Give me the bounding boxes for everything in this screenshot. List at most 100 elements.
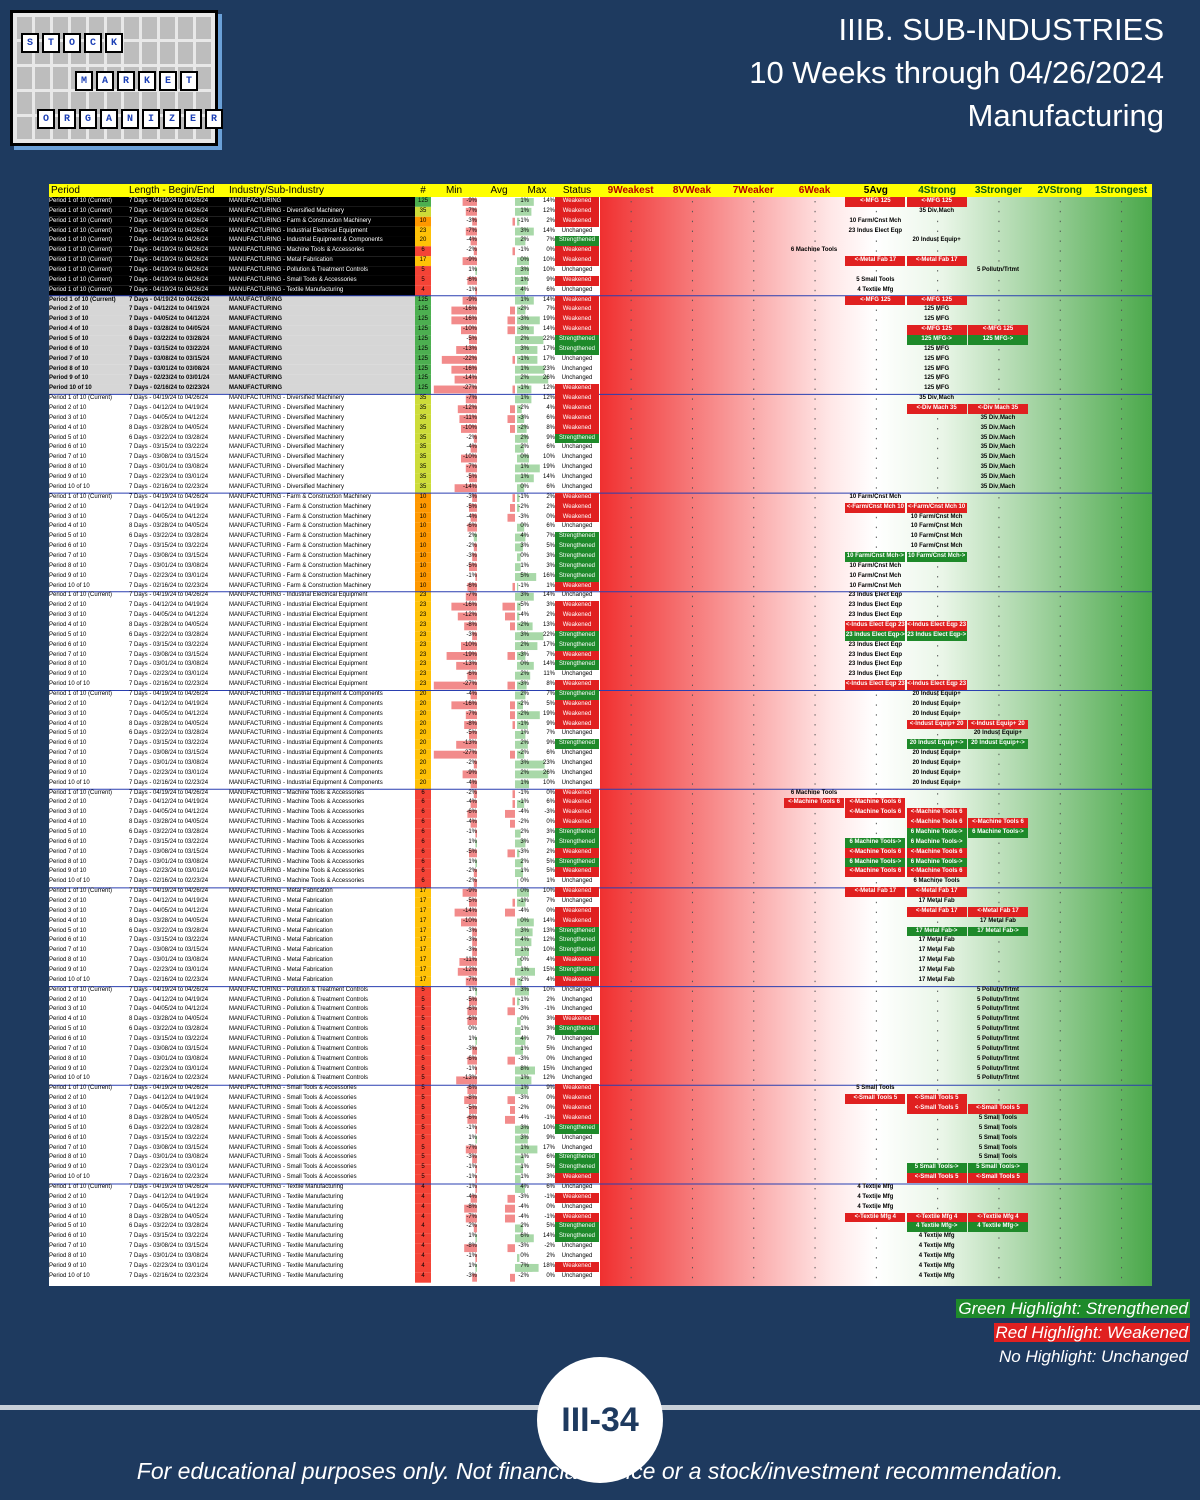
position-label: 10 Farm/Cnst Mch-> [845,551,906,562]
cell-status: Unchanged [561,1243,593,1250]
cell-max: 7% [546,651,555,658]
cell-ind: MANUFACTURING - Small Tools & Accessorie… [229,1085,357,1092]
zone-dot [875,674,877,677]
avg-bar [510,622,515,631]
zone-dot [691,743,693,746]
cell-max: 10% [542,257,555,264]
cell-period: Period 5 of 10 [49,1124,87,1131]
cell-n: 125 [417,336,428,343]
avg-bar [512,721,515,729]
cell-min: -4% [466,444,477,451]
min-bar [462,198,477,206]
position-label: 17 Metal Fab-> [967,926,1029,937]
max-bar [517,415,525,424]
zone-dot [1059,882,1061,884]
cell-max: 15% [542,967,555,974]
cell-period: Period 2 of 10 [49,700,87,707]
count-cell [415,878,431,888]
zone-dot [1059,1000,1061,1002]
logo-tile [160,42,176,64]
cell-period: Period 8 of 10 [49,759,87,766]
min-bar [454,375,477,384]
zone-dot [875,339,877,341]
cell-period: Period 5 of 10 [49,1223,87,1230]
zone-dot [814,526,816,529]
cell-min: -12% [462,612,477,619]
cell-ind: MANUFACTURING - Metal Fabrication [229,907,333,914]
cell-ind: MANUFACTURING [229,375,282,382]
avg-bar [515,967,518,976]
count-cell [415,700,431,711]
cell-ind: MANUFACTURING - Machine Tools & Accessor… [229,838,365,845]
zone-dot [691,625,693,627]
min-bar [472,938,477,947]
cell-n: 35 [419,414,427,421]
cell-status: Weakened [555,798,599,809]
max-bar [517,800,525,808]
cell-period: Period 3 of 10 [49,1006,87,1013]
cell-n: 5 [421,1075,425,1082]
zone-dot [1059,664,1061,667]
zone-dot [814,901,816,904]
logo-letter: A [100,109,118,129]
position-label: <-Machine Tools 6 [906,847,967,858]
position-label: 125 MFG [924,345,950,352]
cell-period: Period 8 of 10 [49,365,89,372]
cell-n: 5 [421,1105,425,1112]
zone-dot [1121,911,1123,914]
cell-status: Strengthened [555,828,599,838]
cell-max: 26% [542,375,555,382]
cell-min: -5% [466,562,477,569]
max-bar [517,938,532,947]
cell-n: 125 [417,316,428,323]
count-cell [415,562,431,573]
cell-n: 4 [421,1213,425,1220]
zone-dot [630,487,632,489]
header-length-begin-end: Length - Begin/End [129,185,215,196]
zone-dot [1059,201,1061,203]
cell-max: 0% [546,1105,555,1112]
zone-dot [1059,418,1061,420]
cell-len: 8 Days - 03/28/24 to 04/05/24 [129,523,209,530]
zone-dot [753,1030,755,1032]
cell-status: Unchanged [561,750,593,757]
position-label: 6 Machine Tools-> [906,828,967,838]
max-bar [517,237,526,246]
cell-len: 7 Days - 04/12/24 to 04/19/24 [129,602,209,609]
zone-dot [998,497,1000,499]
max-bar [517,740,528,749]
zone-dot [875,487,877,489]
zone-dot [691,822,693,825]
cell-period: Period 7 of 10 [49,1045,87,1052]
cell-max: 11% [543,671,555,678]
table-row: Period 6 of 10 7 Days - 03/15/24 to 03/22… [49,344,1152,355]
cell-status: Unchanged [561,1252,593,1259]
zone-dot [937,941,939,943]
zone-dot [630,1118,632,1121]
title-line-3: Manufacturing [967,98,1164,133]
cell-period: Period 4 of 10 [49,917,87,924]
logo-letter: R [117,71,135,91]
zone-dot [998,556,1000,558]
table-row: Period 9 of 10 7 Days - 02/23/24 to 03/01… [49,374,1152,384]
cell-period: Period 8 of 10 [49,464,87,471]
zone-dot [814,250,816,252]
zone-dot [875,980,877,983]
cell-len: 7 Days - 03/01/24 to 03/08/24 [129,858,209,865]
cell-n: 17 [419,937,427,944]
cell-ind: MANUFACTURING - Textile Manufacturing [229,1183,344,1190]
zone-dot [753,1059,755,1062]
zone-dot [814,635,816,637]
cell-ind: MANUFACTURING - Machine Tools & Accessor… [229,789,365,796]
zone-dot [1121,418,1123,420]
cell-len: 7 Days - 03/15/24 to 03/22/24 [129,1036,209,1043]
zone-dot [1059,1039,1061,1042]
cell-n: 20 [419,720,427,727]
cell-len: 7 Days - 02/16/24 to 02/23/24 [129,483,209,490]
cell-status: Weakened [555,256,599,267]
table-row: Period 10 of 10 7 Days - 02/16/24 to 02/2… [49,483,1152,493]
avg-bar [502,602,515,611]
zone-dot [814,506,816,509]
zone-dot [753,960,755,963]
zone-dot [998,576,1000,578]
